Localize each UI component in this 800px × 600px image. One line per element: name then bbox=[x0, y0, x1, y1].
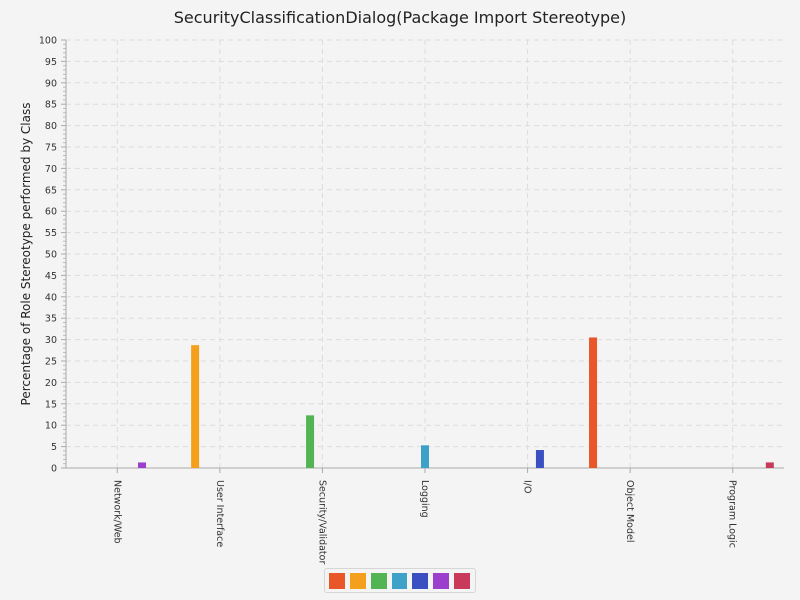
y-tick-label: 90 bbox=[45, 78, 57, 89]
chart-title: SecurityClassificationDialog(Package Imp… bbox=[173, 8, 627, 27]
legend-swatch bbox=[412, 572, 429, 589]
bar bbox=[138, 462, 147, 468]
y-tick-label: 85 bbox=[45, 100, 57, 111]
x-tick-label: User Interface bbox=[214, 480, 225, 547]
x-tick-label: Network/Web bbox=[111, 480, 122, 544]
y-tick-label: 15 bbox=[45, 399, 57, 410]
y-tick-label: 95 bbox=[45, 57, 57, 68]
y-tick-label: 50 bbox=[45, 250, 57, 261]
y-tick-label: 55 bbox=[45, 228, 57, 239]
y-tick-label: 30 bbox=[45, 335, 57, 346]
y-tick-label: 80 bbox=[45, 121, 57, 132]
legend-swatch bbox=[454, 572, 471, 589]
y-tick-label: 75 bbox=[45, 143, 57, 154]
tick-labels: 0 5 10 15 20 25 30 35 40 45 50 55 60 65 70 75 80 85 90 95 10… bbox=[39, 36, 738, 565]
legend-swatch bbox=[349, 572, 366, 589]
bars bbox=[138, 337, 774, 468]
legend-swatch bbox=[329, 572, 345, 589]
legend-swatch bbox=[391, 572, 408, 589]
y-tick-label: 35 bbox=[45, 314, 57, 325]
bar bbox=[589, 337, 598, 468]
y-tick-label: 65 bbox=[45, 185, 57, 196]
bar bbox=[765, 462, 774, 468]
axes bbox=[61, 39, 784, 473]
bar bbox=[191, 345, 200, 468]
x-tick-label: Object Model bbox=[624, 480, 635, 542]
y-tick-label: 10 bbox=[45, 421, 57, 432]
legend-swatch bbox=[370, 572, 387, 589]
y-tick-label: 5 bbox=[51, 442, 57, 453]
x-tick-label: I/O bbox=[522, 480, 533, 493]
legend-swatch bbox=[433, 572, 450, 589]
x-tick-label: Program Logic bbox=[727, 480, 738, 548]
y-tick-label: 100 bbox=[39, 36, 57, 47]
bar bbox=[421, 445, 429, 468]
grid-lines bbox=[66, 39, 784, 468]
y-tick-label: 40 bbox=[45, 292, 57, 303]
x-tick-label: Logging bbox=[419, 480, 430, 518]
y-tick-label: 70 bbox=[45, 164, 57, 175]
y-tick-label: 20 bbox=[45, 378, 57, 389]
y-tick-label: 60 bbox=[45, 207, 57, 218]
bar bbox=[306, 415, 315, 468]
y-tick-label: 45 bbox=[45, 271, 57, 282]
x-tick-label: Security/Validator bbox=[316, 480, 327, 564]
legend bbox=[324, 568, 476, 593]
y-tick-label: 0 bbox=[51, 464, 57, 475]
y-tick-label: 25 bbox=[45, 357, 57, 368]
bar bbox=[535, 450, 544, 468]
